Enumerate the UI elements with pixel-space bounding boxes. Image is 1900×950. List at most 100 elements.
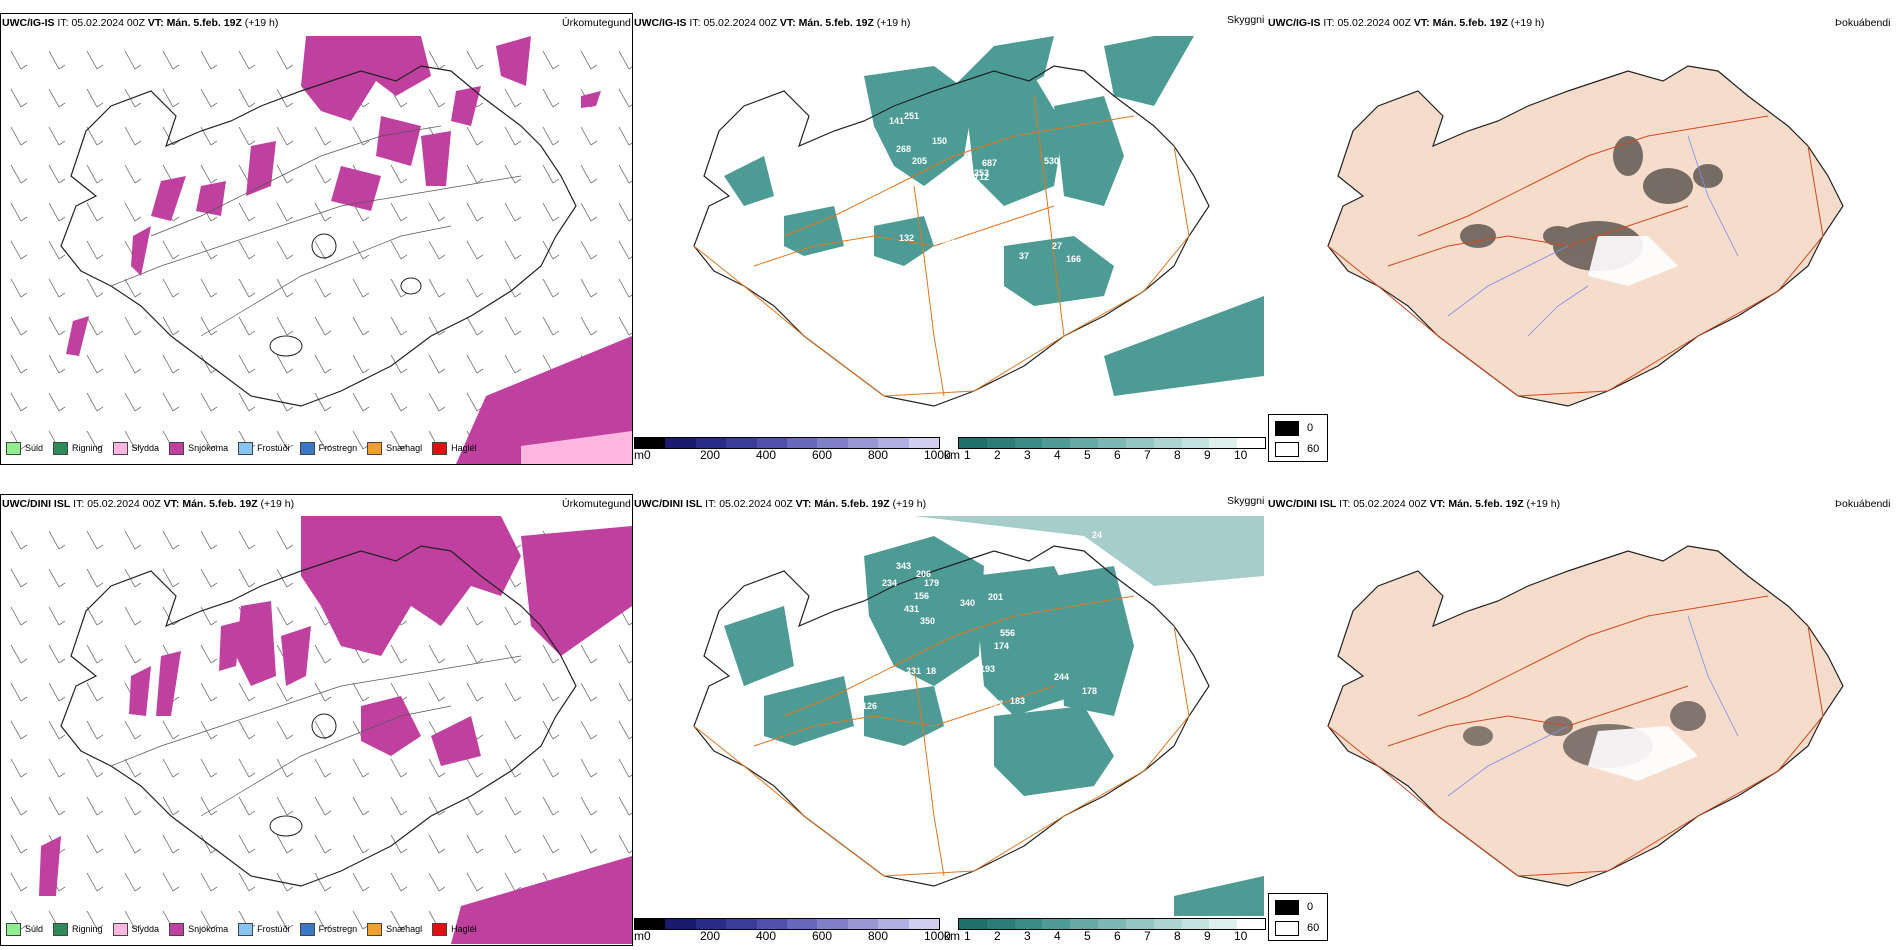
wind-barb: [352, 392, 370, 412]
wind-barb: [466, 202, 484, 222]
wind-barb: [162, 872, 180, 892]
wind-barb: [428, 50, 446, 70]
visibility-value: 37: [1019, 251, 1029, 261]
iceland-outline: [693, 545, 1210, 887]
wind-barb: [466, 354, 484, 374]
wind-barb: [10, 164, 28, 184]
rivers: [1447, 135, 1739, 337]
wind-barb: [390, 316, 408, 336]
wind-barb: [10, 834, 28, 854]
scale-color-step: [1209, 438, 1238, 448]
wind-barb: [542, 50, 560, 70]
legend-item: Snæhagl: [367, 441, 422, 455]
height-tick: 1000: [924, 929, 951, 943]
wind-barb: [124, 796, 142, 816]
wind-barb: [428, 644, 446, 664]
wind-barb: [580, 240, 598, 260]
wind-barb: [580, 126, 598, 146]
wind-barb: [580, 202, 598, 222]
wind-barb: [238, 834, 256, 854]
wind-barb: [390, 796, 408, 816]
height-tick: 800: [868, 929, 889, 943]
wind-barb: [618, 88, 632, 108]
wind-barb: [428, 316, 446, 336]
visibility-tick: 1: [964, 929, 971, 943]
wind-barb: [48, 240, 66, 260]
wind-barb: [48, 50, 66, 70]
wind-barb: [276, 530, 294, 550]
wind-barb: [200, 50, 218, 70]
wind-barb: [200, 872, 218, 892]
visibility-value: 268: [896, 144, 911, 154]
visibility-tick: 8: [1174, 929, 1181, 943]
visibility-tick: 9: [1204, 448, 1211, 462]
wind-barb: [542, 644, 560, 664]
visibility-value: 178: [1082, 686, 1097, 696]
wind-barb: [162, 720, 180, 740]
wind-barb: [618, 50, 632, 70]
wind-barb: [542, 720, 560, 740]
wind-barb: [238, 126, 256, 146]
wind-barb: [352, 316, 370, 336]
wind-barb: [276, 126, 294, 146]
wind-barb: [86, 758, 104, 778]
height-tick: 600: [812, 929, 833, 943]
scale-color-step: [986, 438, 1015, 448]
wind-barb: [86, 354, 104, 374]
wind-barb: [580, 278, 598, 298]
height-tick: 800: [868, 448, 889, 462]
wind-barb: [86, 796, 104, 816]
visibility-value: 231: [906, 666, 921, 676]
wind-barb: [162, 50, 180, 70]
wind-barb: [542, 796, 560, 816]
wind-barb: [314, 796, 332, 816]
visibility-value: 350: [920, 616, 935, 626]
wind-barb: [238, 88, 256, 108]
wind-barb: [200, 278, 218, 298]
scale-color-step: [756, 438, 788, 448]
row1-fog-map: [1327, 65, 1844, 407]
visibility-tick: 3: [1024, 929, 1031, 943]
wind-barb: [428, 240, 446, 260]
visibility-value: 253: [974, 168, 989, 178]
scale-color-step: [1125, 919, 1154, 929]
visibility-value: 340: [960, 598, 975, 608]
wind-barb: [618, 720, 632, 740]
wind-barb: [86, 910, 104, 930]
wind-barb: [10, 796, 28, 816]
wind-barb: [314, 430, 332, 450]
scale-color-step: [726, 438, 757, 448]
wind-barb: [238, 568, 256, 588]
scale-color-step: [1209, 919, 1238, 929]
row1-precip-frame: [0, 13, 633, 465]
visibility-tick: 6: [1114, 929, 1121, 943]
wind-barb: [276, 240, 294, 260]
wind-barb: [48, 354, 66, 374]
wind-barb: [200, 392, 218, 412]
wind-barb: [276, 164, 294, 184]
low-visibility-areas: [724, 516, 1264, 916]
wind-barb: [48, 392, 66, 412]
wind-barb: [504, 278, 522, 298]
scale-color-step: [1153, 919, 1182, 929]
visibility-tick: 4: [1054, 448, 1061, 462]
wind-barb: [580, 834, 598, 854]
wind-barb: [238, 392, 256, 412]
wind-barb: [542, 278, 560, 298]
wind-barb: [124, 126, 142, 146]
wind-barb: [618, 278, 632, 298]
scale-color-step: [908, 438, 940, 448]
visibility-value: 712: [974, 172, 989, 182]
visibility-unit: km: [944, 448, 960, 462]
wind-barb: [86, 202, 104, 222]
visibility-value: 431: [904, 604, 919, 614]
wind-barb: [390, 278, 408, 298]
wind-barb: [276, 606, 294, 626]
wind-barb: [466, 278, 484, 298]
wind-barb: [48, 316, 66, 336]
wind-barb: [618, 240, 632, 260]
scale-color-step: [959, 919, 987, 929]
visibility-tick: 2: [994, 448, 1001, 462]
